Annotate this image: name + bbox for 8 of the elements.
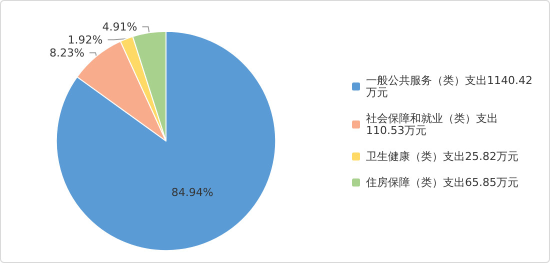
data-label: 1.92% — [68, 33, 103, 46]
legend-label: 住房保障（类）支出65.85万元 — [366, 176, 518, 189]
legend-label: 卫生健康（类）支出25.82万元 — [366, 150, 518, 163]
data-label: 84.94% — [171, 186, 214, 199]
data-label: 8.23% — [50, 46, 84, 60]
legend-label: 社会保障和就业（类）支出110.53万元 — [366, 112, 498, 137]
data-label: 4.91% — [102, 20, 138, 34]
legend-label: 一般公共服务（类）支出1140.42万元 — [366, 74, 532, 99]
